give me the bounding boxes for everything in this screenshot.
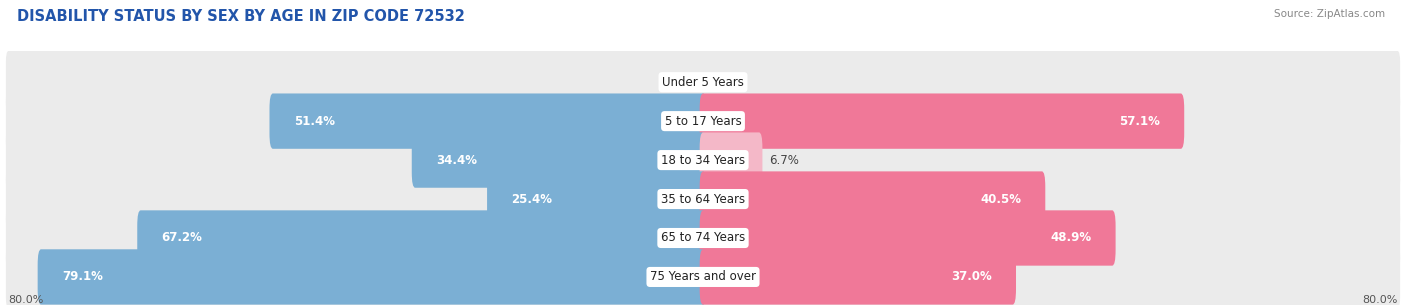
Text: 0.0%: 0.0%: [664, 76, 693, 89]
FancyBboxPatch shape: [6, 207, 1400, 269]
FancyBboxPatch shape: [270, 93, 706, 149]
FancyBboxPatch shape: [700, 249, 1017, 305]
Text: 80.0%: 80.0%: [8, 295, 44, 305]
Text: 67.2%: 67.2%: [162, 231, 202, 245]
Text: 37.0%: 37.0%: [950, 271, 991, 283]
FancyBboxPatch shape: [700, 171, 1045, 227]
Text: 25.4%: 25.4%: [512, 192, 553, 206]
Text: 75 Years and over: 75 Years and over: [650, 271, 756, 283]
Text: 18 to 34 Years: 18 to 34 Years: [661, 154, 745, 167]
Text: 80.0%: 80.0%: [1362, 295, 1398, 305]
FancyBboxPatch shape: [38, 249, 706, 305]
Text: DISABILITY STATUS BY SEX BY AGE IN ZIP CODE 72532: DISABILITY STATUS BY SEX BY AGE IN ZIP C…: [17, 9, 465, 24]
Text: 6.7%: 6.7%: [769, 154, 799, 167]
Text: Source: ZipAtlas.com: Source: ZipAtlas.com: [1274, 9, 1385, 19]
Text: 34.4%: 34.4%: [436, 154, 477, 167]
Text: 65 to 74 Years: 65 to 74 Years: [661, 231, 745, 245]
FancyBboxPatch shape: [700, 132, 762, 188]
FancyBboxPatch shape: [6, 168, 1400, 230]
Text: 35 to 64 Years: 35 to 64 Years: [661, 192, 745, 206]
FancyBboxPatch shape: [6, 129, 1400, 191]
Text: 79.1%: 79.1%: [62, 271, 103, 283]
FancyBboxPatch shape: [6, 90, 1400, 152]
FancyBboxPatch shape: [700, 210, 1115, 266]
Text: 51.4%: 51.4%: [294, 115, 335, 127]
FancyBboxPatch shape: [700, 93, 1184, 149]
Text: Under 5 Years: Under 5 Years: [662, 76, 744, 89]
Text: 40.5%: 40.5%: [980, 192, 1021, 206]
Text: 5 to 17 Years: 5 to 17 Years: [665, 115, 741, 127]
FancyBboxPatch shape: [486, 171, 706, 227]
Text: 57.1%: 57.1%: [1119, 115, 1160, 127]
Text: 0.0%: 0.0%: [713, 76, 742, 89]
FancyBboxPatch shape: [138, 210, 706, 266]
FancyBboxPatch shape: [6, 246, 1400, 305]
Text: 48.9%: 48.9%: [1050, 231, 1091, 245]
FancyBboxPatch shape: [412, 132, 706, 188]
FancyBboxPatch shape: [6, 51, 1400, 113]
